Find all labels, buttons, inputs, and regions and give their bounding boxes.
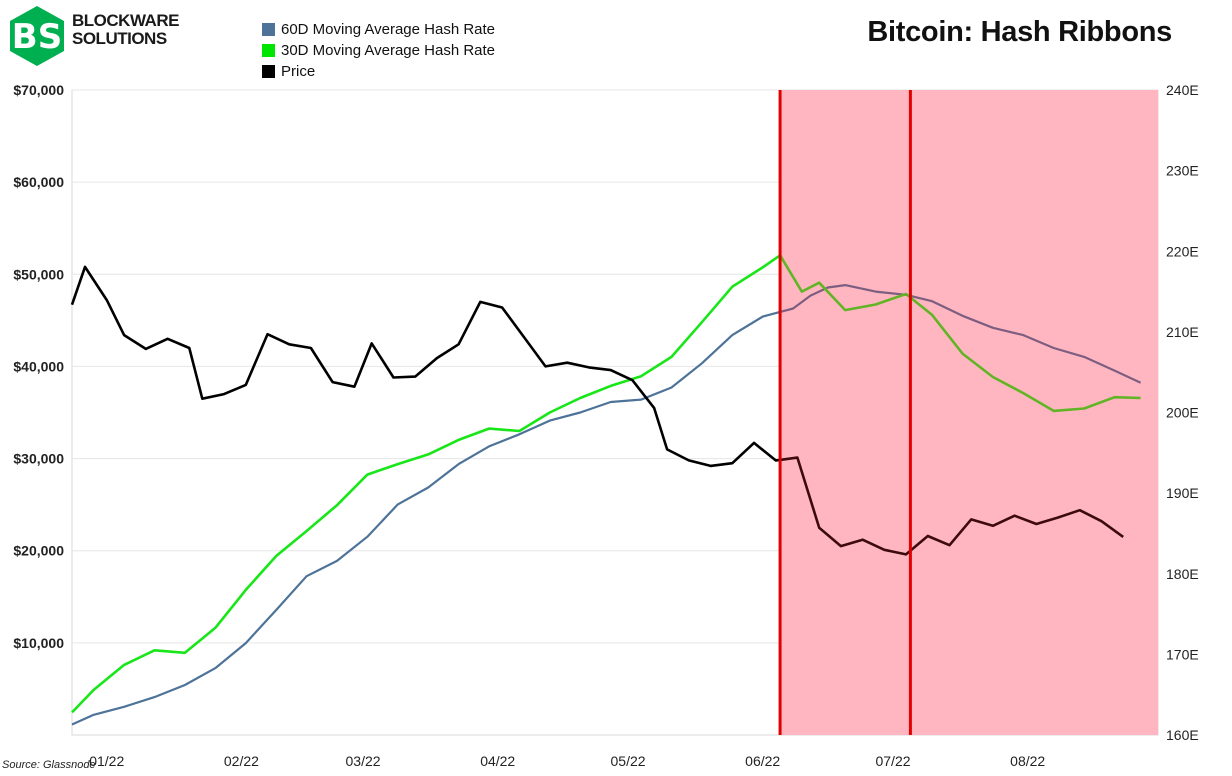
brand-line1: BLOCKWARE [72, 11, 179, 30]
source-note: Source: Glassnode [2, 759, 96, 771]
legend-swatch-ma30 [262, 44, 275, 57]
series-ma30-line [71, 254, 781, 714]
shaded-region [780, 90, 1158, 735]
legend-item-ma60: 60D Moving Average Hash Rate [262, 19, 495, 40]
legend-label-price: Price [281, 63, 316, 80]
x-tick-label: 05/22 [611, 753, 646, 769]
y-left-tick-label: $10,000 [13, 635, 64, 651]
series-price-line-shaded [779, 456, 1124, 556]
y-left-tick-label: $40,000 [13, 358, 64, 374]
x-tick-label: 04/22 [480, 753, 515, 769]
x-tick-label: 08/22 [1010, 753, 1045, 769]
legend-swatch-price [262, 65, 275, 78]
brand-name: BLOCKWARE SOLUTIONS [72, 12, 179, 48]
x-tick-label: 07/22 [875, 753, 910, 769]
series-ma60-line-shaded [779, 284, 1142, 384]
y-left-tick-label: $60,000 [13, 174, 64, 190]
y-right-tick-label: 210E [1166, 324, 1199, 340]
series-price-line [70, 265, 781, 468]
y-right-tick-label: 190E [1166, 485, 1199, 501]
legend-label-ma60: 60D Moving Average Hash Rate [281, 21, 496, 38]
x-tick-label: 03/22 [346, 753, 381, 769]
chart-legend: 60D Moving Average Hash Rate 30D Moving … [262, 19, 495, 82]
legend-swatch-ma60 [262, 23, 275, 36]
y-right-tick-label: 200E [1166, 405, 1199, 421]
y-right-tick-label: 230E [1166, 163, 1199, 179]
blockware-logo-icon: BS [10, 6, 64, 66]
y-right-tick-label: 160E [1166, 727, 1199, 743]
y-left-tick-label: $20,000 [13, 543, 64, 559]
legend-item-price: Price [262, 61, 495, 82]
brand-line2: SOLUTIONS [72, 29, 167, 48]
chart-title: Bitcoin: Hash Ribbons [867, 16, 1172, 48]
y-right-tick-label: 170E [1166, 646, 1199, 662]
series-ma60-line [71, 310, 781, 726]
x-tick-label: 02/22 [224, 753, 259, 769]
y-left-tick-label: $30,000 [13, 451, 64, 467]
svg-text:BS: BS [12, 17, 62, 57]
y-left-tick-label: $70,000 [13, 82, 64, 98]
y-right-tick-label: 220E [1166, 243, 1199, 259]
x-tick-label: 06/22 [745, 753, 780, 769]
y-right-tick-label: 240E [1166, 82, 1199, 98]
legend-item-ma30: 30D Moving Average Hash Rate [262, 40, 495, 61]
series-ma30-line-shaded [778, 254, 1141, 413]
legend-label-ma30: 30D Moving Average Hash Rate [281, 42, 496, 59]
y-right-tick-label: 180E [1166, 566, 1199, 582]
y-left-tick-label: $50,000 [13, 266, 64, 282]
x-tick-label: 01/22 [89, 753, 124, 769]
